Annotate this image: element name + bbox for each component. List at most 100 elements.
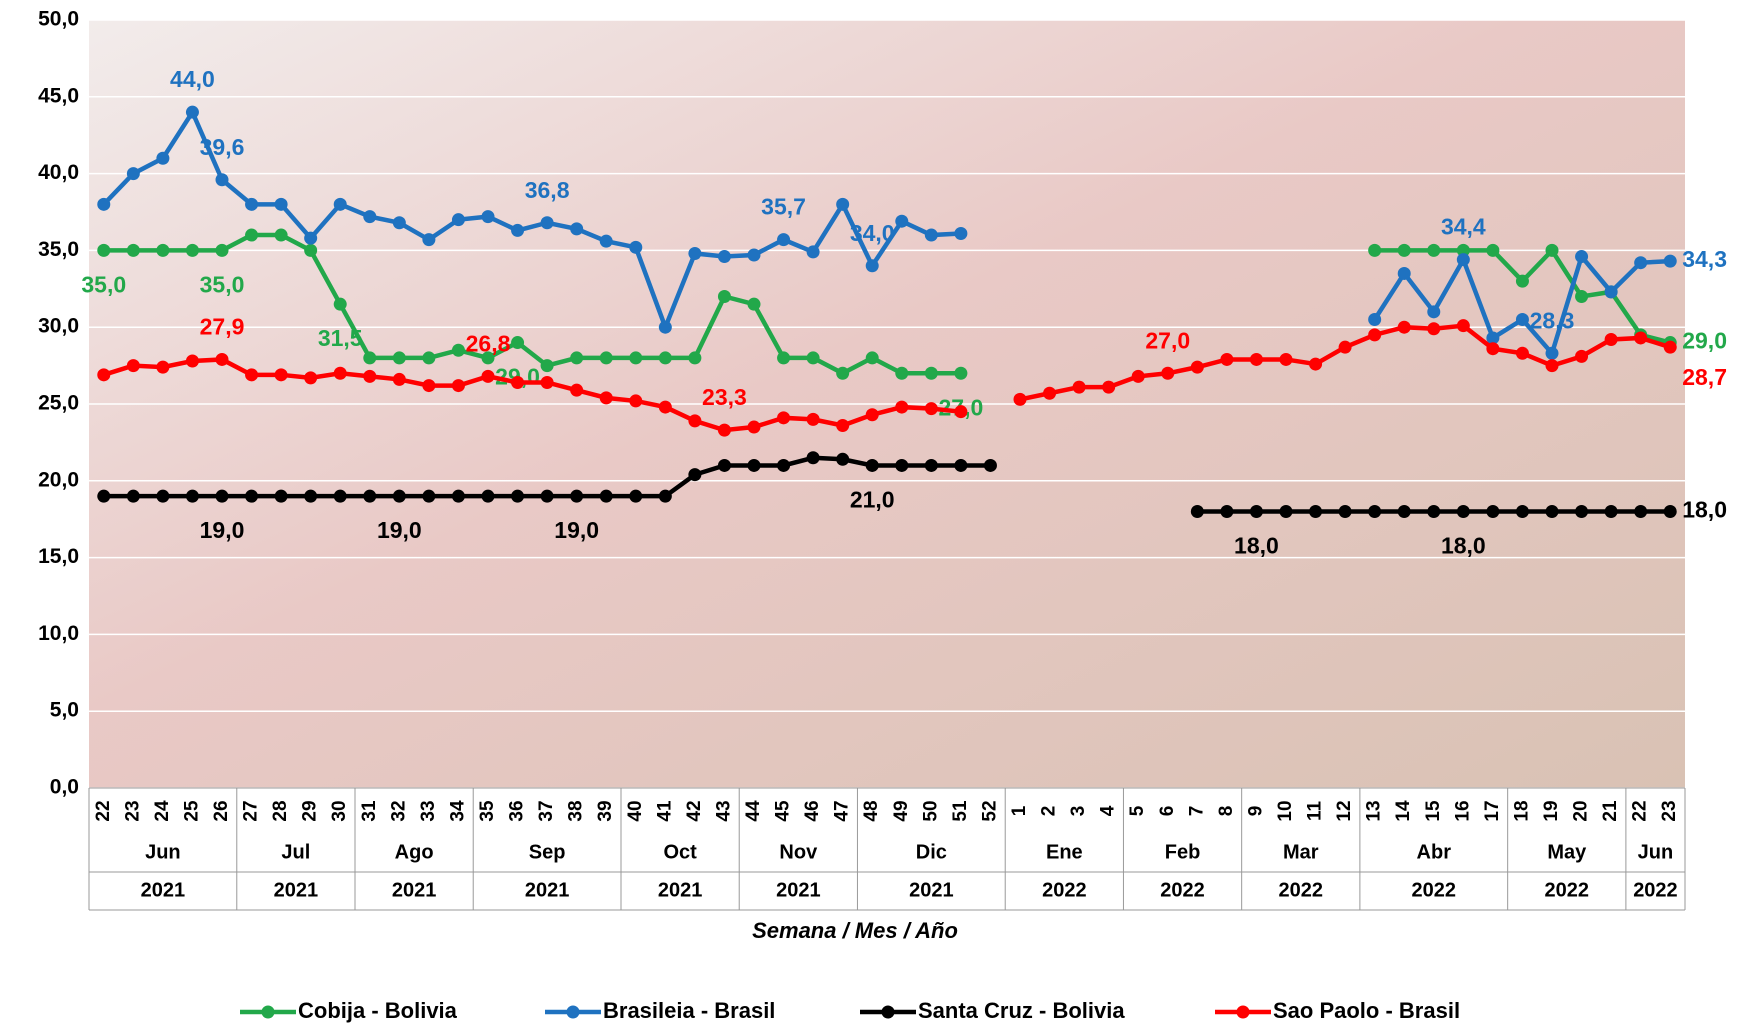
legend-label: Santa Cruz - Bolivia [918,998,1125,1023]
year-label: 2022 [1412,879,1457,901]
data-point [688,351,702,365]
data-point [717,458,731,472]
data-point [1043,386,1057,400]
data-point [658,489,672,503]
data-point [836,419,850,433]
data-point [392,489,406,503]
data-label: 26,8 [466,330,511,356]
data-point [1486,243,1500,257]
x-tick-label: 7 [1186,806,1207,817]
data-point [1397,266,1411,280]
data-point [599,234,613,248]
data-point [570,383,584,397]
data-point [599,489,613,503]
data-point [747,297,761,311]
data-label: 34,3 [1682,246,1727,272]
data-point [1515,313,1529,327]
data-point [392,372,406,386]
x-tick-label: 43 [713,800,734,821]
data-point [1604,505,1618,519]
data-label: 19,0 [554,517,599,543]
data-point [245,368,259,382]
data-point [806,412,820,426]
year-label: 2022 [1545,879,1590,901]
data-point [156,151,170,165]
data-point [1072,380,1086,394]
x-tick-label: 46 [802,800,823,821]
x-tick-label: 37 [536,800,557,821]
data-point [1368,505,1382,519]
data-point [658,400,672,414]
legend-marker [261,1005,275,1019]
month-label: Jun [1638,841,1674,863]
data-point [1545,243,1559,257]
data-label: 21,0 [850,487,895,513]
data-point [1634,505,1648,519]
data-point [185,105,199,119]
x-tick-label: 44 [743,800,764,822]
year-label: 2021 [392,879,437,901]
y-tick-label: 10,0 [38,622,79,645]
data-point [156,360,170,374]
x-tick-label: 36 [507,800,528,821]
month-label: Dic [916,841,947,863]
data-point [1190,505,1204,519]
legend-label: Brasileia - Brasil [603,998,775,1023]
y-tick-label: 0,0 [50,776,79,799]
data-point [126,489,140,503]
data-label: 23,3 [702,384,747,410]
data-point [1456,243,1470,257]
x-tick-label: 10 [1275,800,1296,821]
data-point [777,458,791,472]
data-label: 19,0 [377,517,422,543]
data-point [1663,254,1677,268]
data-point [747,420,761,434]
data-point [1634,331,1648,345]
data-point [836,366,850,380]
data-point [1575,505,1589,519]
x-tick-label: 13 [1364,800,1385,821]
data-point [363,351,377,365]
data-point [274,197,288,211]
x-tick-label: 4 [1098,805,1119,816]
x-tick-label: 20 [1571,800,1592,821]
year-label: 2021 [776,879,821,901]
x-tick-label: 32 [388,800,409,821]
month-label: Jul [281,841,310,863]
month-label: Mar [1283,841,1319,863]
data-point [658,320,672,334]
x-tick-label: 16 [1452,800,1473,821]
data-point [1515,505,1529,519]
data-point [511,336,525,350]
data-point [865,351,879,365]
month-label: Nov [779,841,818,863]
data-point [1131,369,1145,383]
data-point [363,210,377,224]
data-point [185,354,199,368]
data-label: 44,0 [170,66,215,92]
data-point [1545,505,1559,519]
data-point [97,197,111,211]
data-label: 31,5 [318,325,363,351]
data-point [156,489,170,503]
data-point [895,214,909,228]
data-point [1456,253,1470,267]
x-tick-label: 21 [1600,800,1621,822]
data-point [215,243,229,257]
data-point [1279,352,1293,366]
data-point [895,458,909,472]
data-label: 19,0 [200,517,245,543]
data-point [215,489,229,503]
data-label: 18,0 [1234,533,1279,559]
data-point [924,402,938,416]
data-point [451,213,465,227]
data-point [540,489,554,503]
data-point [836,452,850,466]
data-point [1338,505,1352,519]
data-point [481,210,495,224]
data-point [1456,319,1470,333]
x-tick-label: 9 [1245,806,1266,817]
data-point [954,405,968,419]
data-point [570,222,584,236]
